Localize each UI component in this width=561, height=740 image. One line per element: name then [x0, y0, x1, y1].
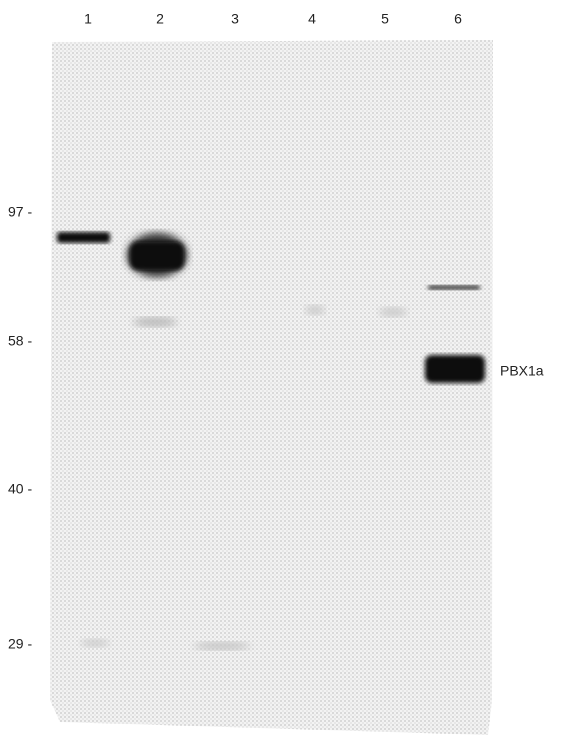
- lane-label: 2: [156, 11, 164, 27]
- band: [57, 232, 110, 243]
- lane-label: 1: [84, 11, 92, 27]
- lane-label: 4: [308, 11, 316, 27]
- faint-spot: [305, 305, 325, 315]
- faint-spot: [194, 642, 250, 650]
- band-label: PBX1a: [500, 363, 544, 379]
- lane-label: 6: [454, 11, 462, 27]
- membrane: [50, 40, 493, 735]
- lane-label: 5: [381, 11, 389, 27]
- faint-spot: [133, 317, 177, 327]
- marker-label: 97 -: [8, 204, 32, 220]
- marker-label: 58 -: [8, 333, 32, 349]
- band: [425, 355, 485, 383]
- faint-spot: [379, 307, 407, 317]
- faint-spot: [81, 639, 109, 647]
- marker-label: 40 -: [8, 481, 32, 497]
- band: [428, 285, 480, 290]
- band: [130, 242, 184, 270]
- lane-label: 3: [231, 11, 239, 27]
- marker-label: 29 -: [8, 636, 32, 652]
